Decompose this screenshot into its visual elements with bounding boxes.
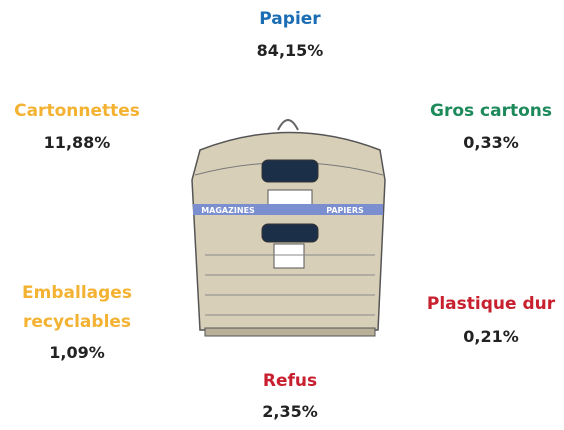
bin-band (193, 204, 383, 215)
bin-text: PAPIERS (326, 206, 364, 215)
item-value: 11,88% (44, 133, 111, 152)
bin-base (204, 327, 376, 337)
item-label: Refus (263, 371, 317, 391)
bin-ribs (205, 254, 375, 316)
bin-slot (261, 223, 319, 243)
bin: MAGAZINES PAPIERS (191, 119, 386, 337)
item-label: Papier (259, 9, 321, 29)
item-label: Cartonnettes (14, 101, 140, 121)
item-label: Gros cartons (430, 101, 552, 121)
item-value: 0,21% (463, 327, 519, 346)
item-value: 84,15% (257, 41, 324, 60)
bin-slot (261, 159, 319, 183)
item-label: Plastique dur (427, 294, 556, 314)
bin-handle (277, 119, 299, 131)
item-label: Emballages recyclables (22, 283, 132, 332)
bin-label-box (273, 243, 305, 269)
item-value: 2,35% (262, 402, 318, 421)
bin-text: MAGAZINES (201, 206, 255, 215)
item-value: 0,33% (463, 133, 519, 152)
item-value: 1,09% (49, 343, 105, 362)
